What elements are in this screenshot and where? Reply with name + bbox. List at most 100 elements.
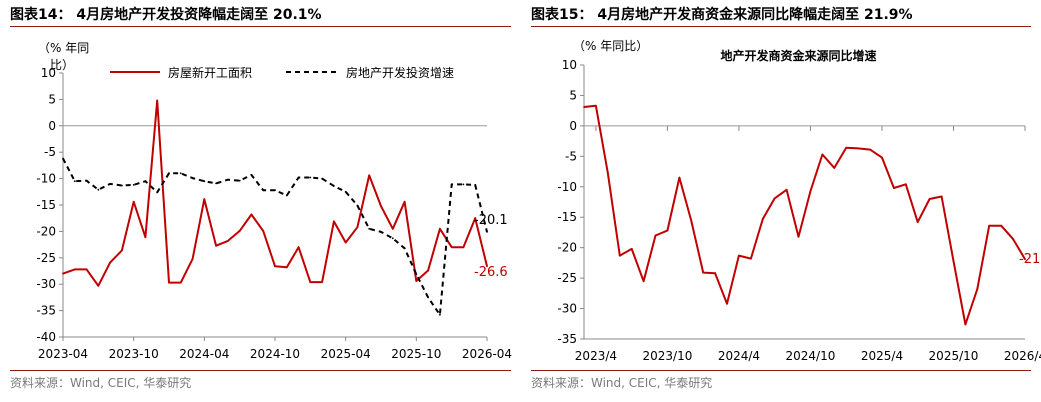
data-point	[833, 167, 836, 169]
data-point	[486, 231, 488, 233]
data-point	[85, 268, 88, 271]
data-point	[439, 227, 441, 230]
data-point	[250, 213, 253, 216]
data-point	[893, 187, 895, 189]
y-tick-label: -25	[36, 251, 56, 265]
data-point	[450, 183, 453, 186]
data-point	[356, 204, 359, 207]
data-point	[474, 184, 477, 186]
data-point	[274, 265, 276, 268]
data-point	[881, 156, 883, 159]
y-unit-label: （% 年同比）	[573, 39, 648, 53]
series-line-0	[62, 99, 488, 287]
data-point	[191, 177, 194, 180]
data-point	[321, 177, 323, 180]
data-point	[845, 146, 848, 149]
data-point	[215, 182, 218, 185]
data-point	[462, 183, 465, 186]
data-point	[462, 246, 465, 249]
y-tick-label: -20	[557, 241, 577, 255]
data-point	[309, 176, 312, 179]
x-tick-label: 2025/4	[861, 349, 903, 363]
data-point	[869, 148, 871, 151]
data-point	[940, 195, 943, 198]
data-point	[227, 240, 229, 242]
data-point	[238, 230, 241, 232]
data-point	[73, 180, 76, 183]
x-tick-label: 2024/10	[786, 349, 836, 363]
data-point	[262, 230, 265, 232]
data-point	[583, 106, 585, 108]
y-tick-label: 0	[48, 119, 56, 133]
x-tick-label: 2023/10	[643, 349, 693, 363]
data-point	[144, 236, 147, 239]
chart-title: 地产开发商资金来源同比增速	[720, 48, 876, 63]
data-point	[262, 189, 265, 192]
end-label-0: -21.9	[1019, 252, 1041, 267]
y-tick-label: -25	[557, 271, 577, 285]
x-tick-label: 2026/4	[1004, 349, 1041, 363]
x-tick-label: 2024-04	[179, 347, 229, 361]
figure-15-source-rule	[531, 370, 1031, 371]
data-point	[344, 190, 347, 193]
x-tick-label: 2025/10	[929, 349, 979, 363]
y-unit-label: 比）	[50, 58, 74, 72]
data-point	[750, 257, 752, 260]
data-point	[156, 99, 159, 102]
data-point	[773, 197, 776, 200]
figure-14-chart: （% 年同比）10 5 0 -5 -10 -15 -20 -25 -30 -35 -40 2023-0…	[36, 41, 512, 361]
y-tick-label: -15	[557, 210, 577, 224]
data-point	[109, 261, 111, 264]
legend-label-1: 房地产开发投资增速	[346, 65, 454, 80]
end-label-1: -20.1	[474, 213, 508, 228]
data-point	[606, 171, 609, 174]
data-point	[168, 172, 170, 175]
data-point	[427, 296, 429, 299]
data-point	[450, 246, 453, 249]
data-point	[62, 272, 64, 275]
data-point	[73, 268, 76, 271]
data-point	[297, 176, 300, 179]
y-tick-label: -30	[557, 302, 577, 316]
data-point	[380, 231, 382, 233]
data-point	[654, 234, 657, 237]
series-line-0	[583, 104, 1026, 326]
data-point	[203, 198, 206, 201]
data-point	[156, 191, 159, 194]
figure-15-source: 资料来源：Wind, CEIC, 华泰研究	[531, 376, 713, 390]
y-unit-label: （% 年同	[38, 41, 89, 55]
data-point	[333, 220, 335, 223]
y-tick-label: 5	[48, 92, 56, 106]
data-point	[595, 104, 597, 107]
data-point	[738, 254, 740, 257]
data-point	[97, 188, 100, 191]
data-point	[391, 227, 394, 230]
y-tick-label: -10	[36, 172, 56, 186]
series-line-1	[62, 158, 488, 316]
data-point	[857, 147, 859, 150]
data-point	[368, 227, 371, 230]
data-point	[227, 178, 229, 181]
data-point	[344, 241, 347, 244]
figure-15-title-rule	[531, 26, 1031, 27]
data-point	[964, 323, 967, 326]
data-point	[191, 258, 194, 260]
data-point	[904, 183, 907, 186]
y-tick-label: -5	[44, 145, 56, 159]
data-point	[356, 226, 359, 229]
data-point	[486, 265, 488, 268]
data-point	[297, 246, 300, 249]
x-tick-label: 2023/4	[575, 349, 617, 363]
figure-15-title: 图表15： 4月房地产开发商资金来源同比降幅走阔至 21.9%	[531, 7, 913, 23]
data-point	[630, 248, 633, 250]
x-tick-label: 2024-10	[250, 347, 300, 361]
data-point	[726, 302, 728, 305]
data-point	[380, 205, 382, 208]
data-point	[132, 184, 135, 186]
data-point	[702, 271, 705, 274]
data-point	[321, 281, 323, 283]
data-point	[678, 176, 681, 179]
data-point	[238, 179, 241, 182]
figure-14-source-rule	[10, 370, 511, 371]
legend-label-0: 房屋新开工面积	[168, 65, 252, 80]
